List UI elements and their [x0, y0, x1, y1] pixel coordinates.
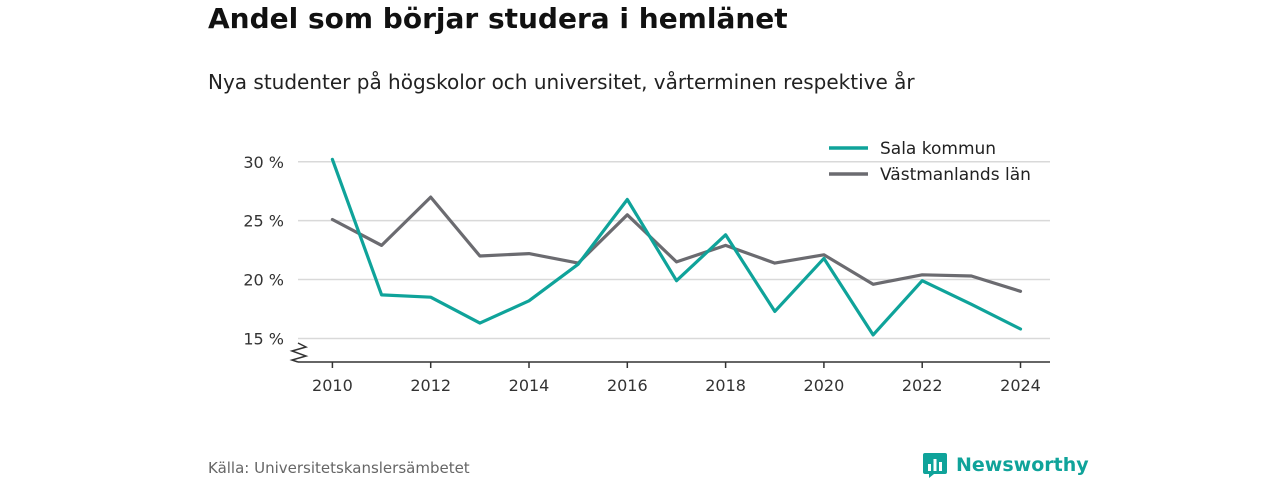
x-tick-label: 2024	[1000, 376, 1041, 395]
legend: Sala kommun Västmanlands län	[829, 139, 1031, 185]
x-tick-label: 2010	[312, 376, 353, 395]
y-tick-label: 15 %	[243, 329, 284, 348]
chart-subtitle: Nya studenter på högskolor och universit…	[208, 70, 915, 94]
y-tick-label: 20 %	[243, 271, 284, 290]
brand-logo: Newsworthy	[922, 451, 1089, 479]
y-tick-label: 30 %	[243, 153, 284, 172]
grid-lines	[298, 161, 1050, 340]
y-axis-break-icon	[289, 342, 309, 363]
x-tick-label: 2018	[705, 376, 746, 395]
chart-title: Andel som börjar studera i hemlänet	[208, 2, 788, 35]
x-tick-label: 2022	[902, 376, 943, 395]
series-lines	[330, 157, 1023, 337]
legend-label: Västmanlands län	[880, 165, 1031, 185]
legend-label: Sala kommun	[880, 139, 996, 159]
bar-chart-speech-bubble-icon	[923, 453, 947, 478]
y-tick-label: 25 %	[243, 212, 284, 231]
x-tick-label: 2014	[509, 376, 550, 395]
x-tick-label: 2012	[410, 376, 451, 395]
series-line-1	[330, 157, 1023, 337]
x-tick-label: 2016	[607, 376, 648, 395]
series-line-2	[330, 195, 1023, 293]
source-note: Källa: Universitetskanslersämbetet	[208, 459, 470, 477]
y-axis-tick-labels: 15 % 20 % 25 % 30 %	[243, 153, 284, 349]
x-axis: 2010 2012 2014 2016 2018 2020 2022 2024	[289, 342, 1050, 395]
x-tick-label: 2020	[804, 376, 845, 395]
brand-name: Newsworthy	[956, 454, 1089, 476]
